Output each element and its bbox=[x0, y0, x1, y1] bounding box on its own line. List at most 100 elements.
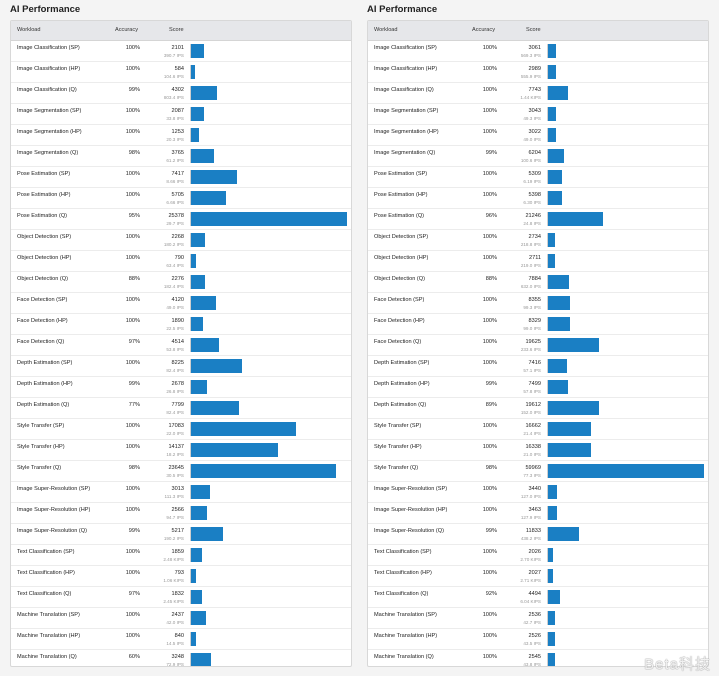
throughput-value: 21.4 IPS bbox=[523, 431, 541, 436]
table-row: Image Super-Resolution (Q) 99% 5217 190.2 I… bbox=[11, 524, 351, 545]
workload-label: Image Classification (HP) bbox=[374, 66, 438, 72]
accuracy-value: 100% bbox=[482, 108, 497, 114]
score-bar-track bbox=[190, 233, 348, 247]
score-value: 2678 bbox=[171, 381, 184, 387]
throughput-value: 6.66 IPS bbox=[166, 200, 184, 205]
score-value: 7416 bbox=[528, 360, 541, 366]
table-row: Face Detection (Q) 97% 4514 53.8 IPS bbox=[11, 335, 351, 356]
throughput-value: 82.4 IPS bbox=[166, 368, 184, 373]
workload-label: Pose Estimation (Q) bbox=[374, 213, 425, 219]
score-value: 2545 bbox=[528, 654, 541, 660]
throughput-value: 1.06 KIPS bbox=[163, 578, 184, 583]
table-row: Face Detection (SP) 100% 4120 49.0 IPS bbox=[11, 293, 351, 314]
accuracy-value: 99% bbox=[485, 150, 497, 156]
workload-label: Object Detection (Q) bbox=[374, 276, 425, 282]
accuracy-value: 100% bbox=[125, 45, 140, 51]
score-value: 3013 bbox=[171, 486, 184, 492]
workload-label: Pose Estimation (HP) bbox=[17, 192, 71, 198]
score-bar bbox=[191, 317, 203, 331]
workload-label: Image Segmentation (HP) bbox=[17, 129, 82, 135]
table-row: Image Segmentation (Q) 99% 6204 100.6 IPS bbox=[368, 146, 708, 167]
workload-column-header: Workload bbox=[17, 27, 41, 33]
score-value: 3765 bbox=[171, 150, 184, 156]
score-bar bbox=[191, 233, 205, 247]
table-row: Depth Estimation (SP) 100% 7416 57.1 IPS bbox=[368, 356, 708, 377]
table-row: Image Super-Resolution (Q) 99% 11833 438.2 … bbox=[368, 524, 708, 545]
score-bar bbox=[191, 569, 196, 583]
workload-label: Depth Estimation (HP) bbox=[374, 381, 430, 387]
score-value: 2027 bbox=[528, 570, 541, 576]
throughput-value: 57.8 IPS bbox=[523, 389, 541, 394]
score-bar bbox=[191, 590, 202, 604]
table-row: Image Super-Resolution (HP) 100% 2566 94.7 … bbox=[11, 503, 351, 524]
score-value: 3061 bbox=[528, 45, 541, 51]
throughput-value: 72.9 IPS bbox=[166, 662, 184, 667]
accuracy-value: 98% bbox=[128, 150, 140, 156]
score-bar bbox=[191, 338, 219, 352]
score-bar bbox=[548, 632, 555, 646]
accuracy-value: 60% bbox=[128, 654, 140, 660]
workload-label: Depth Estimation (Q) bbox=[374, 402, 427, 408]
score-bar bbox=[548, 653, 555, 666]
throughput-value: 2.45 KIPS bbox=[163, 599, 184, 604]
score-bar bbox=[191, 380, 207, 394]
workload-label: Style Transfer (SP) bbox=[374, 423, 422, 429]
throughput-value: 94.7 IPS bbox=[166, 515, 184, 520]
table-row: Text Classification (SP) 100% 2026 2.70 KIP… bbox=[368, 545, 708, 566]
workload-label: Style Transfer (HP) bbox=[374, 444, 422, 450]
accuracy-value: 100% bbox=[125, 549, 140, 555]
score-bar-track bbox=[547, 233, 705, 247]
score-bar-track bbox=[190, 191, 348, 205]
score-bar-track bbox=[190, 422, 348, 436]
workload-label: Object Detection (SP) bbox=[17, 234, 72, 240]
score-bar bbox=[548, 590, 560, 604]
score-bar bbox=[191, 170, 237, 184]
accuracy-value: 92% bbox=[485, 591, 497, 597]
accuracy-value: 100% bbox=[482, 66, 497, 72]
score-bar bbox=[191, 422, 296, 436]
score-value: 19612 bbox=[525, 402, 541, 408]
score-value: 2268 bbox=[171, 234, 184, 240]
accuracy-value: 100% bbox=[482, 486, 497, 492]
score-bar-track bbox=[547, 128, 705, 142]
score-bar bbox=[548, 65, 556, 79]
throughput-value: 180.2 IPS bbox=[163, 242, 184, 247]
table-row: Depth Estimation (HP) 99% 7499 57.8 IPS bbox=[368, 377, 708, 398]
table-row: Image Super-Resolution (HP) 100% 3463 127.9… bbox=[368, 503, 708, 524]
throughput-value: 632.0 IPS bbox=[520, 284, 541, 289]
table-row: Object Detection (Q) 88% 2276 182.4 IPS bbox=[11, 272, 351, 293]
score-bar bbox=[191, 254, 196, 268]
score-value: 793 bbox=[174, 570, 184, 576]
throughput-value: 43.5 IPS bbox=[523, 641, 541, 646]
workload-label: Text Classification (HP) bbox=[374, 570, 432, 576]
score-bar-track bbox=[190, 170, 348, 184]
table-row: Pose Estimation (Q) 95% 25378 29.7 IPS bbox=[11, 209, 351, 230]
score-bar-track bbox=[190, 527, 348, 541]
accuracy-value: 99% bbox=[128, 87, 140, 93]
accuracy-value: 100% bbox=[125, 507, 140, 513]
watermark-logo: Beta科技 bbox=[644, 656, 711, 673]
table-row: Image Classification (SP) 100% 2101 390.7 I… bbox=[11, 41, 351, 62]
throughput-value: 190.2 IPS bbox=[163, 536, 184, 541]
score-value: 4302 bbox=[171, 87, 184, 93]
score-value: 2989 bbox=[528, 66, 541, 72]
score-value: 3248 bbox=[171, 654, 184, 660]
table-row: Style Transfer (Q) 98% 59969 77.3 IPS bbox=[368, 461, 708, 482]
score-value: 2536 bbox=[528, 612, 541, 618]
score-bar bbox=[191, 632, 196, 646]
table-row: Machine Translation (SP) 100% 2437 42.0 IPS bbox=[11, 608, 351, 629]
table-body: Image Classification (SP) 100% 2101 390.7 I… bbox=[11, 41, 351, 667]
score-bar bbox=[191, 296, 216, 310]
table-row: Depth Estimation (HP) 99% 2678 26.8 IPS bbox=[11, 377, 351, 398]
score-bar-track bbox=[190, 44, 348, 58]
table-body: Image Classification (SP) 100% 3061 569.3 I… bbox=[368, 41, 708, 666]
throughput-value: 6.30 IPS bbox=[523, 200, 541, 205]
throughput-value: 14.5 IPS bbox=[166, 641, 184, 646]
accuracy-value: 98% bbox=[485, 465, 497, 471]
workload-label: Face Detection (SP) bbox=[17, 297, 68, 303]
score-bar-track bbox=[547, 653, 705, 666]
workload-label: Image Segmentation (Q) bbox=[17, 150, 79, 156]
score-bar bbox=[191, 401, 239, 415]
workload-label: Pose Estimation (Q) bbox=[17, 213, 68, 219]
table-row: Object Detection (SP) 100% 2268 180.2 IPS bbox=[11, 230, 351, 251]
